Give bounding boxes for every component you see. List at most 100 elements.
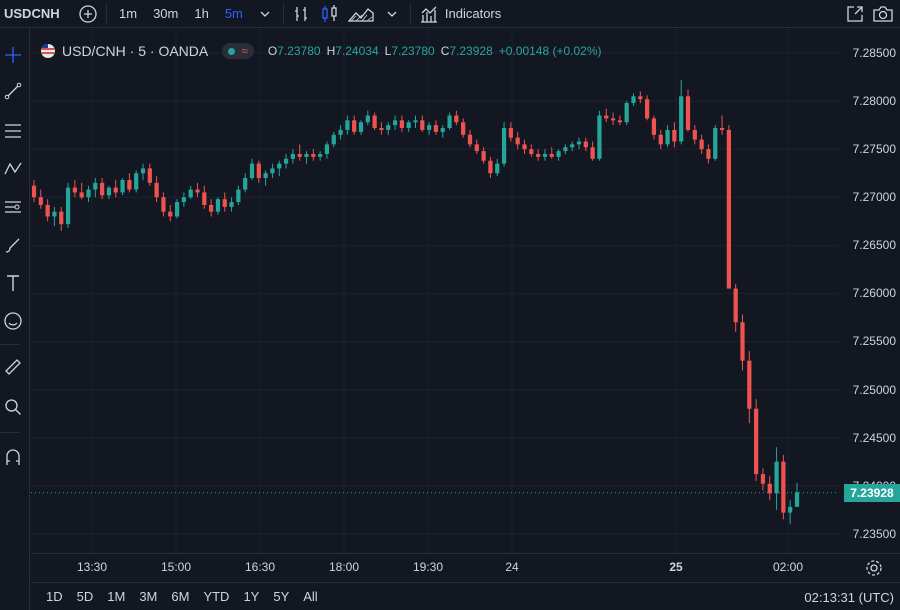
- interval-1h[interactable]: 1h: [194, 6, 209, 21]
- candle-body: [604, 115, 609, 119]
- candle-body: [161, 197, 166, 212]
- candle-body: [522, 144, 527, 150]
- candle-body: [154, 182, 159, 198]
- candle-body: [270, 168, 275, 174]
- interval-5m[interactable]: 5m: [224, 6, 243, 21]
- ohlc-change: +0.00148 (+0.02%): [498, 44, 602, 58]
- candle-body: [706, 149, 711, 159]
- candle-body: [610, 118, 616, 121]
- candle-body: [372, 115, 377, 129]
- time-tick-label: 19:30: [412, 560, 444, 574]
- date-range-bar: 1D 5D 1M 3M 6M YTD 1Y 5Y All 02:13:31 (U…: [31, 582, 900, 610]
- candle-body: [501, 128, 507, 164]
- candle-body: [168, 211, 173, 217]
- emoji-icon[interactable]: [2, 310, 24, 332]
- pattern-icon[interactable]: [2, 158, 24, 180]
- camera-icon[interactable]: [872, 3, 894, 25]
- zoom-icon[interactable]: [2, 396, 24, 418]
- candle-body: [100, 182, 105, 196]
- candle-body: [440, 128, 445, 132]
- interval-30m[interactable]: 30m: [153, 6, 179, 21]
- range-5d[interactable]: 5D: [76, 589, 94, 604]
- candle-body: [433, 125, 439, 132]
- candle-body: [38, 197, 43, 205]
- text-icon[interactable]: [2, 272, 24, 294]
- market-status-pill[interactable]: ≈: [222, 43, 254, 59]
- candles-style-icon[interactable]: [319, 3, 341, 25]
- candle-body: [215, 199, 221, 212]
- candle-body: [324, 144, 330, 154]
- range-6m[interactable]: 6M: [171, 589, 190, 604]
- interval-1m[interactable]: 1m: [119, 6, 138, 21]
- divider: [106, 3, 107, 24]
- price-tick-label: 7.23500: [852, 526, 896, 541]
- candle-body: [229, 202, 234, 207]
- candle-body: [243, 178, 248, 190]
- candle-body: [590, 147, 595, 159]
- candle-body: [256, 163, 261, 179]
- chevron-down-icon[interactable]: [381, 3, 403, 25]
- crosshair-icon[interactable]: [2, 44, 24, 66]
- candle-body: [699, 139, 704, 150]
- candle-body: [379, 128, 384, 130]
- range-ytd[interactable]: YTD: [203, 589, 230, 604]
- candle-body: [181, 197, 186, 203]
- ruler-icon[interactable]: [2, 356, 24, 378]
- fib-retracement-icon[interactable]: [2, 120, 24, 142]
- candle-body: [65, 187, 71, 225]
- range-1d[interactable]: 1D: [46, 589, 63, 604]
- time-tick-label: 16:30: [244, 560, 276, 574]
- price-tick-label: 7.25500: [852, 334, 896, 349]
- candle-body: [406, 122, 411, 129]
- candle-body: [474, 144, 479, 152]
- candle-body: [106, 187, 112, 196]
- divider: [0, 344, 20, 345]
- utc-clock[interactable]: 02:13:31 (UTC): [804, 590, 894, 605]
- range-1y[interactable]: 1Y: [243, 589, 260, 604]
- time-axis[interactable]: 13:30 15:00 16:30 18:00 19:30 24 25 02:00: [31, 553, 900, 582]
- candle-body: [345, 120, 350, 130]
- candle-body: [617, 120, 622, 123]
- price-axis[interactable]: 7.28500 7.28000 7.27500 7.27000 7.26500 7.260…: [839, 29, 900, 553]
- symbol-search-button[interactable]: USDCNH: [4, 6, 60, 21]
- candle-body: [93, 182, 98, 190]
- candle-body: [658, 134, 663, 145]
- settings-gear-icon[interactable]: [865, 559, 883, 577]
- price-tick-label: 7.24500: [852, 430, 896, 445]
- range-all[interactable]: All: [303, 589, 318, 604]
- brush-icon[interactable]: [2, 234, 24, 256]
- candle-body: [672, 129, 677, 142]
- price-tick-label: 7.28500: [852, 46, 896, 61]
- candle-body: [692, 129, 697, 140]
- area-style-icon[interactable]: [347, 3, 375, 25]
- candle-body: [679, 96, 684, 142]
- divider: [409, 3, 411, 24]
- add-symbol-icon[interactable]: [77, 3, 99, 25]
- magnet-icon[interactable]: [2, 446, 24, 468]
- ohlc-high: H7.24034: [326, 44, 379, 58]
- candle-body: [134, 173, 139, 190]
- price-chart[interactable]: [31, 29, 839, 553]
- range-3m[interactable]: 3M: [139, 589, 158, 604]
- candle-body: [399, 120, 404, 129]
- current-price-label: 7.23928: [844, 483, 900, 502]
- candle-body: [563, 147, 568, 152]
- candle-body: [420, 120, 425, 130]
- candle-body: [624, 103, 629, 123]
- chevron-down-icon[interactable]: [254, 3, 276, 25]
- candle-body: [645, 99, 650, 119]
- candle-body: [413, 120, 418, 123]
- candle-body: [72, 187, 77, 193]
- range-1m[interactable]: 1M: [107, 589, 126, 604]
- forecast-icon[interactable]: [2, 196, 24, 218]
- candle-body: [147, 168, 152, 183]
- trend-line-icon[interactable]: [2, 80, 24, 102]
- indicators-button[interactable]: Indicators: [444, 6, 502, 21]
- bars-style-icon[interactable]: [291, 3, 313, 25]
- range-5y[interactable]: 5Y: [273, 589, 290, 604]
- candle-body: [454, 115, 459, 123]
- divider: [0, 432, 20, 433]
- indicators-icon[interactable]: [418, 3, 440, 25]
- fullscreen-icon[interactable]: [844, 3, 866, 25]
- candle-body: [427, 125, 432, 130]
